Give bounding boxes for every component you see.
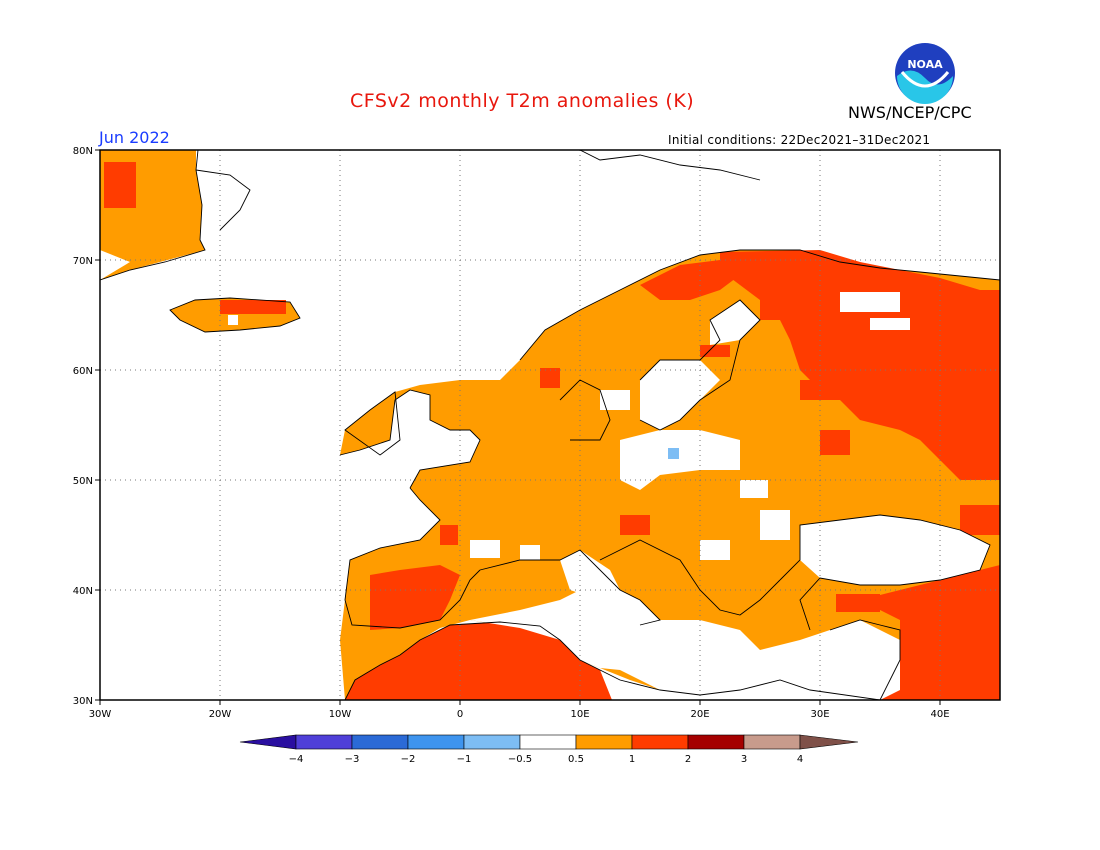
anomaly-shading <box>100 150 1000 700</box>
finland-hot-patch <box>760 280 800 320</box>
tyrrhenian-neutral-area <box>560 550 620 600</box>
lon-label-20w: 20W <box>209 709 232 720</box>
iceland-white <box>228 315 238 325</box>
black-sea-neutral-area <box>800 515 990 585</box>
lat-label-50n: 50N <box>73 476 93 487</box>
neutral-pixel <box>700 540 730 560</box>
colorbar-label: 2 <box>685 754 691 765</box>
colorbar-arrow-right <box>799 734 859 750</box>
map-title: CFSv2 monthly T2m anomalies (K) <box>350 90 695 112</box>
lat-label-40n: 40N <box>73 586 93 597</box>
colorbar-label: 0.5 <box>568 754 584 765</box>
lat-label-70n: 70N <box>73 256 93 267</box>
colorbar-swatch <box>407 734 465 750</box>
colorbar-label: 1 <box>629 754 635 765</box>
neutral-pixel <box>600 390 630 410</box>
neutral-pixel <box>470 540 500 558</box>
neutral-pixel <box>760 510 790 540</box>
greenland-white <box>100 250 130 280</box>
noaa-logo: NOAA <box>895 43 955 104</box>
initial-conditions-label: Initial conditions: 22Dec2021–31Dec2021 <box>668 133 931 147</box>
colorbar-swatch <box>631 734 689 750</box>
middle-east-hot-area <box>860 565 1000 700</box>
colorbar-swatch <box>295 734 353 750</box>
colorbar-label: −3 <box>345 754 360 765</box>
lon-label-30e: 30E <box>810 709 829 720</box>
tick-marks <box>95 149 941 705</box>
hot-pixel <box>800 380 850 400</box>
coastlines <box>100 150 1000 700</box>
colorbar-label: 3 <box>741 754 747 765</box>
lon-label-10e: 10E <box>570 709 589 720</box>
iberia-hot-area <box>370 565 460 630</box>
colorbar-label: −1 <box>457 754 472 765</box>
north-africa-hot-area <box>345 622 612 700</box>
colorbar-swatch <box>351 734 409 750</box>
greenland-hot-patch <box>104 162 136 208</box>
lon-label-30w: 30W <box>89 709 112 720</box>
hot-pixel <box>620 515 650 535</box>
iceland-hot-patch <box>220 300 286 314</box>
logo-text: NOAA <box>907 58 943 71</box>
map-frame <box>99 149 1001 701</box>
colorbar-label: 4 <box>797 754 803 765</box>
hot-pixel <box>540 368 560 388</box>
anatolia-hot-patch <box>836 594 880 612</box>
hot-pixel <box>820 430 850 455</box>
colorbar-label: −2 <box>401 754 416 765</box>
colorbar-label: −4 <box>289 754 304 765</box>
colorbar-swatch <box>687 734 745 750</box>
colorbar-swatch <box>575 734 633 750</box>
scandinavia-north-hot <box>640 260 740 300</box>
colorbar-swatch <box>743 734 801 750</box>
colorbar-arrow-left <box>239 734 297 750</box>
cold-pixel <box>668 448 679 459</box>
lat-label-80n: 80N <box>73 146 93 157</box>
neutral-pixel <box>740 480 768 498</box>
neutral-pixel <box>840 292 900 312</box>
agency-label: NWS/NCEP/CPC <box>848 103 972 122</box>
baltic-neutral-area <box>640 360 720 430</box>
colorbar-swatch <box>519 734 577 750</box>
neutral-pixel <box>870 318 910 330</box>
lat-label-60n: 60N <box>73 366 93 377</box>
colorbar: −4 −3 −2 −1 −0.5 0.5 1 2 3 4 <box>239 734 859 765</box>
neutral-pixel <box>520 545 540 560</box>
bothnia-neutral-area <box>710 300 760 345</box>
lon-label-40e: 40E <box>930 709 949 720</box>
lat-label-30n: 30N <box>73 696 93 707</box>
mediterranean-neutral-area <box>470 580 900 700</box>
lon-label-0: 0 <box>457 709 463 720</box>
grid-lines <box>100 150 1000 700</box>
hot-pixel <box>440 525 458 545</box>
valid-month-label: Jun 2022 <box>99 128 170 147</box>
hot-pixel <box>700 345 730 357</box>
colorbar-swatch <box>463 734 521 750</box>
lon-label-20e: 20E <box>690 709 709 720</box>
colorbar-label: −0.5 <box>508 754 532 765</box>
caucasus-hot-patch <box>960 505 1000 535</box>
lon-label-10w: 10W <box>329 709 352 720</box>
poland-neutral-area <box>620 430 740 490</box>
